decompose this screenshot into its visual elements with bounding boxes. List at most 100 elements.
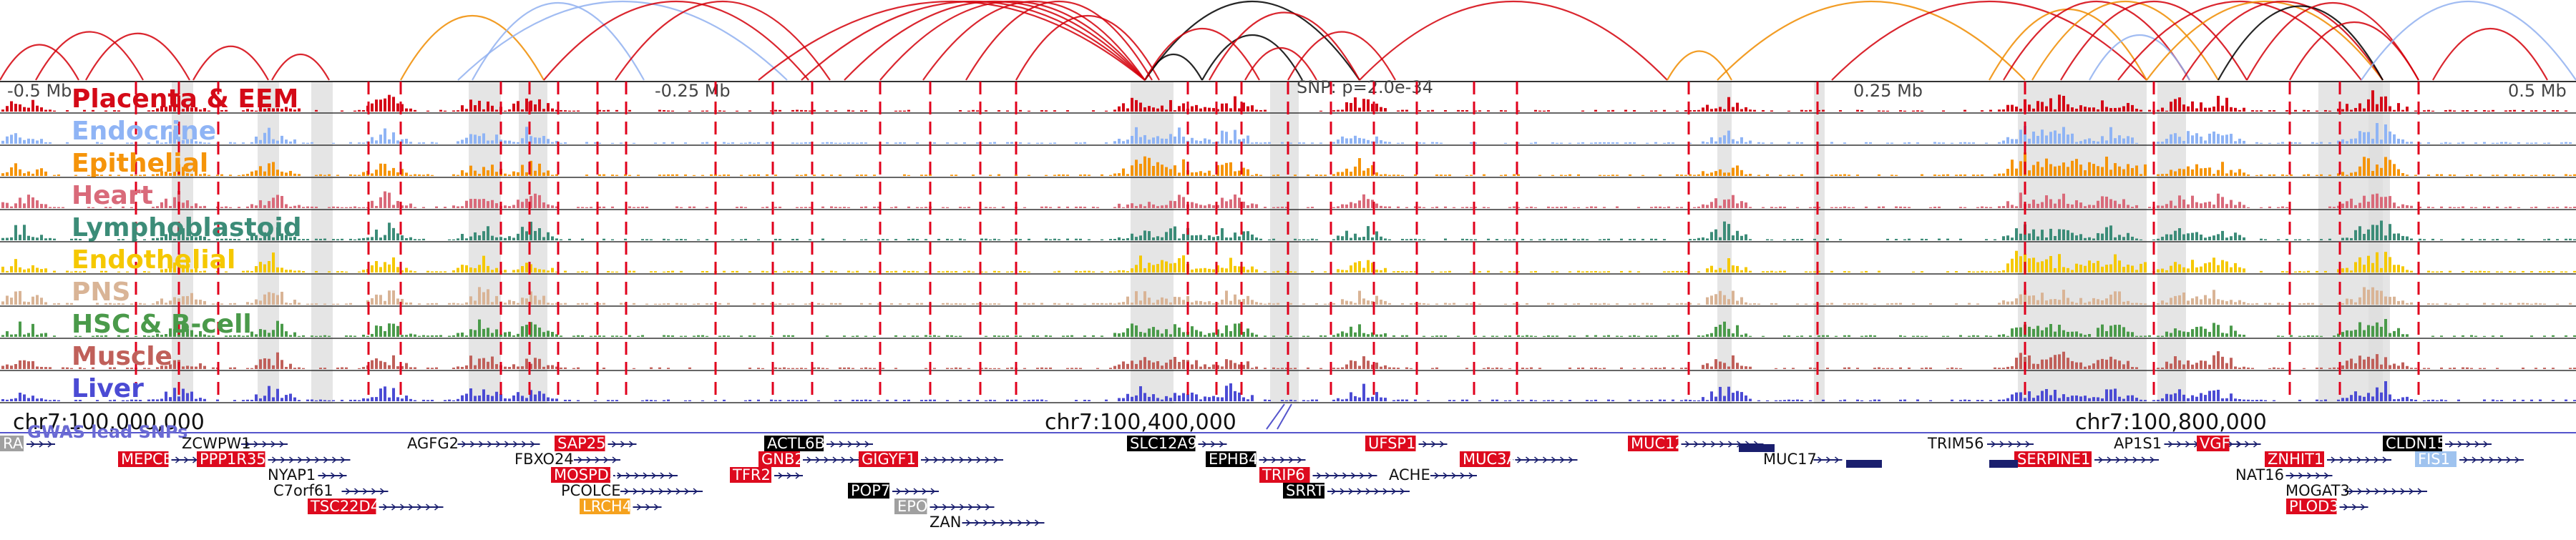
signal-bar xyxy=(993,270,996,273)
signal-bar xyxy=(1079,368,1082,369)
signal-bar xyxy=(160,202,163,208)
signal-bar xyxy=(997,303,1000,305)
signal-bar xyxy=(1229,199,1232,208)
signal-bar xyxy=(1028,238,1030,240)
signal-bar xyxy=(2058,94,2061,112)
signal-bar xyxy=(830,270,833,273)
signal-bar xyxy=(1079,142,1082,144)
signal-bar xyxy=(2354,363,2357,369)
signal-bar xyxy=(2517,238,2520,240)
signal-bar xyxy=(40,107,43,112)
signal-bar xyxy=(1440,175,1443,176)
signal-bar xyxy=(1350,237,1352,240)
signal-bar xyxy=(1242,102,1245,112)
signal-bar xyxy=(2088,107,2091,112)
signal-bar xyxy=(1229,162,1232,176)
strand-arrow xyxy=(1400,488,1405,495)
signal-bar xyxy=(1749,207,1752,208)
signal-bar xyxy=(1272,175,1275,176)
signal-bar xyxy=(14,291,17,305)
strand-arrow xyxy=(645,504,650,511)
signal-bar xyxy=(1178,327,1181,337)
track-label: Lymphoblastoid xyxy=(72,213,302,242)
signal-bar xyxy=(2208,262,2211,273)
signal-bar xyxy=(530,322,532,337)
signal-bar xyxy=(1401,238,1404,240)
signal-bar xyxy=(1470,303,1473,305)
signal-bar xyxy=(2170,363,2172,369)
signal-bar xyxy=(2054,355,2057,369)
signal-bar xyxy=(1161,105,1163,112)
signal-bar xyxy=(2105,265,2108,273)
signal-bar xyxy=(2419,238,2421,240)
signal-bar xyxy=(577,335,580,337)
signal-bar xyxy=(2157,142,2160,144)
signal-bar xyxy=(2075,235,2078,240)
signal-bar xyxy=(1375,295,1378,305)
signal-bar xyxy=(405,139,408,144)
signal-bar xyxy=(2328,142,2331,144)
signal-bar xyxy=(564,367,567,369)
signal-bar xyxy=(525,262,528,273)
signal-bar xyxy=(478,287,481,305)
signal-bar xyxy=(2401,139,2404,144)
signal-bar xyxy=(667,368,670,369)
signal-bar xyxy=(246,270,249,273)
signal-bar xyxy=(1654,335,1657,337)
signal-bar xyxy=(1955,368,1958,369)
signal-bar xyxy=(1856,368,1859,369)
signal-bar xyxy=(2036,162,2039,176)
signal-bar xyxy=(371,200,374,208)
signal-bar xyxy=(2397,265,2400,273)
signal-bar xyxy=(2045,135,2048,144)
signal-bar xyxy=(1118,364,1121,369)
signal-bar xyxy=(1156,108,1159,112)
gwas-lead-snps-label: GWAS lead SNPs xyxy=(27,422,187,442)
signal-bar xyxy=(547,270,550,273)
signal-bar xyxy=(2530,303,2533,305)
signal-bar xyxy=(6,399,9,401)
signal-bar xyxy=(1075,142,1078,144)
signal-bar xyxy=(890,303,893,305)
signal-bar xyxy=(637,207,640,208)
signal-bar xyxy=(2002,206,2005,208)
signal-bar xyxy=(1058,303,1060,305)
signal-bar xyxy=(465,335,468,337)
signal-bar xyxy=(190,174,193,176)
signal-bar xyxy=(375,358,378,369)
signal-bar xyxy=(122,303,125,305)
signal-bar xyxy=(1019,239,1022,240)
signal-bar xyxy=(946,142,949,144)
signal-bar xyxy=(10,398,13,401)
signal-bar xyxy=(1216,329,1219,337)
signal-bar xyxy=(542,295,545,305)
signal-bar xyxy=(1710,109,1713,112)
signal-bar xyxy=(242,400,245,401)
gene-label: TRIM56 xyxy=(1927,435,1984,452)
signal-bar xyxy=(57,207,60,208)
signal-bar xyxy=(1049,367,1052,369)
signal-bar xyxy=(203,142,206,144)
signal-bar xyxy=(817,303,820,305)
signal-bar xyxy=(508,236,511,240)
signal-bar xyxy=(2358,202,2361,208)
signal-bar xyxy=(1178,238,1181,240)
signal-bar xyxy=(1414,271,1417,273)
signal-bar xyxy=(1066,368,1069,369)
signal-bar xyxy=(804,174,807,176)
signal-bar xyxy=(1568,271,1571,273)
signal-bar xyxy=(195,107,197,112)
signal-bar xyxy=(2174,171,2177,176)
strand-arrow xyxy=(2331,456,2336,463)
signal-bar xyxy=(2195,164,2198,176)
coordinate-label: chr7:100,800,000 xyxy=(2075,410,2267,435)
signal-bar xyxy=(1199,235,1202,240)
signal-bar xyxy=(328,271,331,273)
signal-bar xyxy=(1470,142,1473,144)
signal-bar xyxy=(1341,109,1344,112)
signal-bar xyxy=(560,303,562,305)
gene-label-bg xyxy=(1365,436,1416,451)
signal-bar xyxy=(989,303,992,305)
signal-bar xyxy=(1465,109,1468,112)
signal-bar xyxy=(2015,298,2018,305)
